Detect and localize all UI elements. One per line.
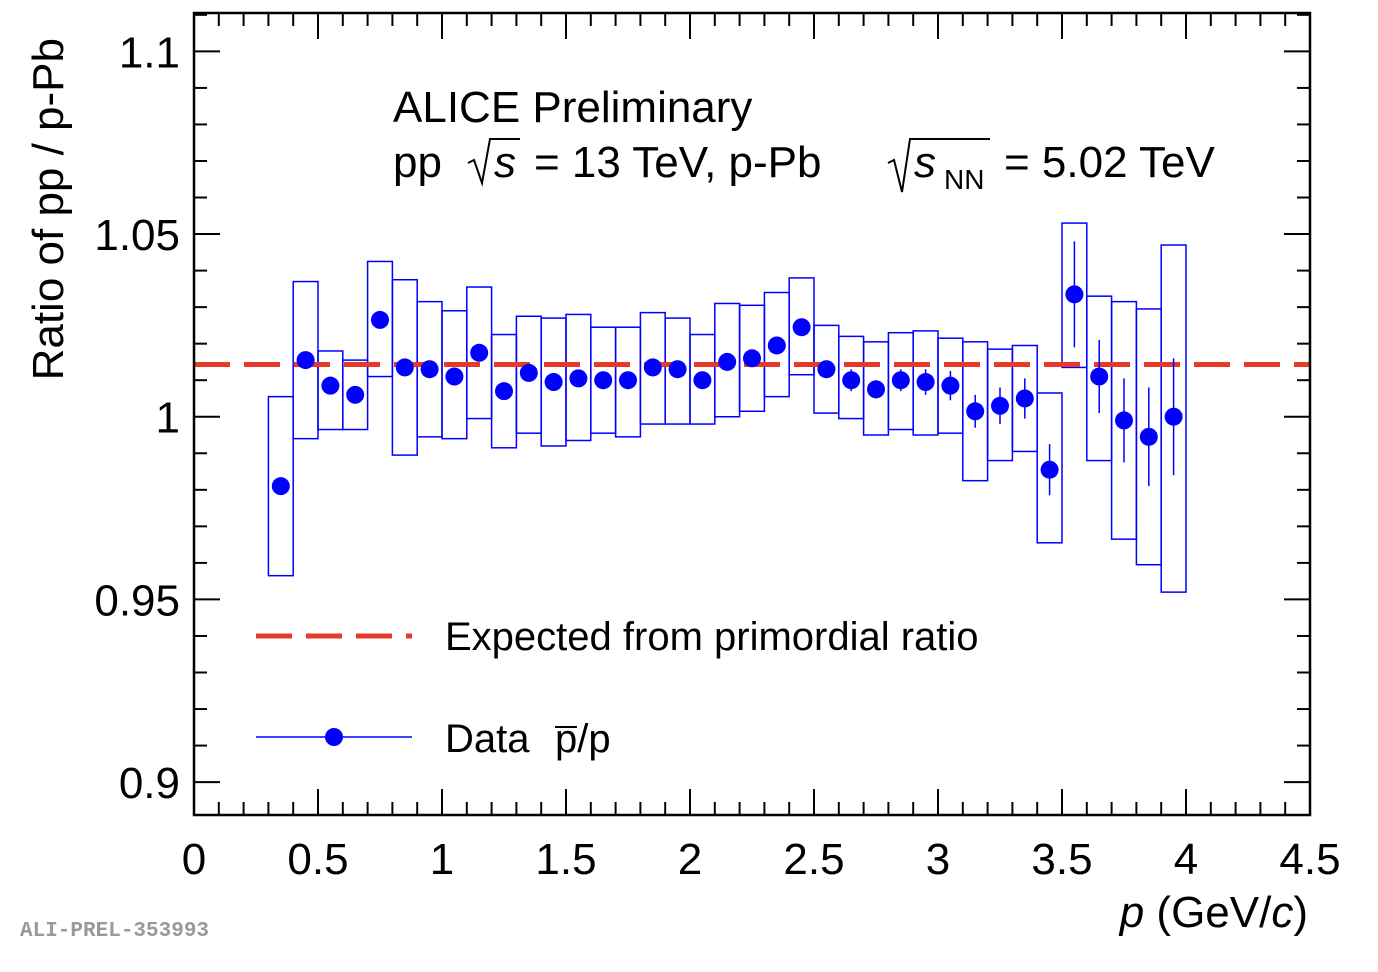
data-point [519, 363, 538, 382]
data-point [941, 376, 960, 395]
data-point [693, 371, 712, 390]
x-axis-title: p (GeV/c) [1118, 888, 1308, 937]
y-tick-label: 1.05 [94, 211, 180, 260]
data-point [842, 371, 861, 390]
data-point [395, 358, 414, 377]
x-tick-label: 3.5 [1031, 835, 1092, 884]
header-mid: = 13 TeV, p-Pb [534, 138, 821, 187]
y-axis-title: Ratio of pp / p-Pb [24, 38, 73, 380]
data-point [445, 367, 464, 386]
data-point [817, 360, 836, 379]
data-point [371, 310, 389, 329]
data-point [916, 373, 935, 392]
x-tick-label: 2 [678, 835, 702, 884]
data-point [346, 385, 365, 404]
data-point [891, 371, 910, 390]
sqrt-symbol-icon [467, 138, 520, 187]
sys-box [267, 395, 294, 577]
data-point [420, 360, 439, 379]
data-point [470, 343, 489, 362]
data-point [718, 352, 737, 371]
x-tick-label: 2.5 [783, 835, 844, 884]
y-tick-label: 0.95 [94, 576, 180, 625]
legend-data-marker [325, 728, 343, 746]
header-pp: pp [393, 138, 442, 187]
data-point [991, 396, 1009, 415]
data-point [966, 402, 985, 421]
data-point [1115, 411, 1133, 430]
data-point [544, 373, 563, 392]
data-point [767, 336, 786, 355]
data-point [668, 360, 687, 379]
sys-box [1160, 244, 1187, 593]
data-point [1015, 389, 1034, 408]
x-tick-label: 1.5 [535, 835, 596, 884]
data-point [643, 358, 662, 377]
legend-data-label: Data p/p [445, 717, 611, 761]
header-sqrt-snn: s [914, 138, 936, 187]
data-point [619, 371, 637, 390]
x-tick-label: 0 [182, 835, 206, 884]
x-tick-labels: 0 0.5 1 1.5 2 2.5 3 3.5 4 4.5 [182, 835, 1341, 884]
legend: Expected from primordial ratio Data p/p [256, 615, 979, 761]
x-tick-label: 4 [1174, 835, 1198, 884]
systematic-error-boxes [267, 222, 1187, 593]
header-end: = 5.02 TeV [1004, 138, 1215, 187]
sys-box [1036, 392, 1063, 544]
data-point [792, 318, 811, 337]
data-point [1090, 367, 1109, 386]
data-point [569, 369, 588, 388]
data-point [271, 477, 290, 496]
header-line2: pp s = 13 TeV, p-Pb s NN = 5.02 TeV [393, 138, 1215, 195]
pbar-symbol: p [555, 717, 577, 761]
sys-box [1061, 222, 1088, 369]
data-point [1139, 427, 1158, 446]
x-tick-label: 1 [430, 835, 454, 884]
data-points [271, 285, 1183, 496]
x-tick-label: 3 [926, 835, 950, 884]
header-line1: ALICE Preliminary [393, 83, 752, 132]
watermark: ALI-PREL-353993 [20, 920, 209, 943]
header-snn-subscript: NN [944, 164, 984, 195]
x-tick-label: 0.5 [287, 835, 348, 884]
data-point [1164, 407, 1183, 426]
axis-ticks [193, 13, 1311, 815]
data-point [321, 376, 340, 395]
data-point [743, 349, 761, 368]
y-tick-label: 1 [156, 394, 180, 443]
y-tick-labels: 0.9 0.95 1 1.05 1.1 [94, 28, 180, 808]
x-tick-label: 4.5 [1279, 835, 1340, 884]
data-point [495, 382, 513, 401]
sys-box [342, 359, 369, 431]
data-point [594, 371, 613, 390]
y-tick-label: 0.9 [119, 759, 180, 808]
data-point [1065, 285, 1084, 304]
svg-text:Data p/p: Data p/p [445, 717, 611, 761]
header-sqrt-s: s [494, 138, 516, 187]
data-point [296, 351, 315, 370]
data-point [1040, 460, 1059, 479]
sqrt-symbol-icon [887, 138, 990, 193]
plot-frame [192, 11, 1312, 817]
data-point [867, 380, 885, 399]
svg-text:p (GeV/c): p (GeV/c) [1118, 888, 1308, 937]
y-tick-label: 1.1 [119, 28, 180, 77]
legend-line-label: Expected from primordial ratio [445, 615, 979, 659]
